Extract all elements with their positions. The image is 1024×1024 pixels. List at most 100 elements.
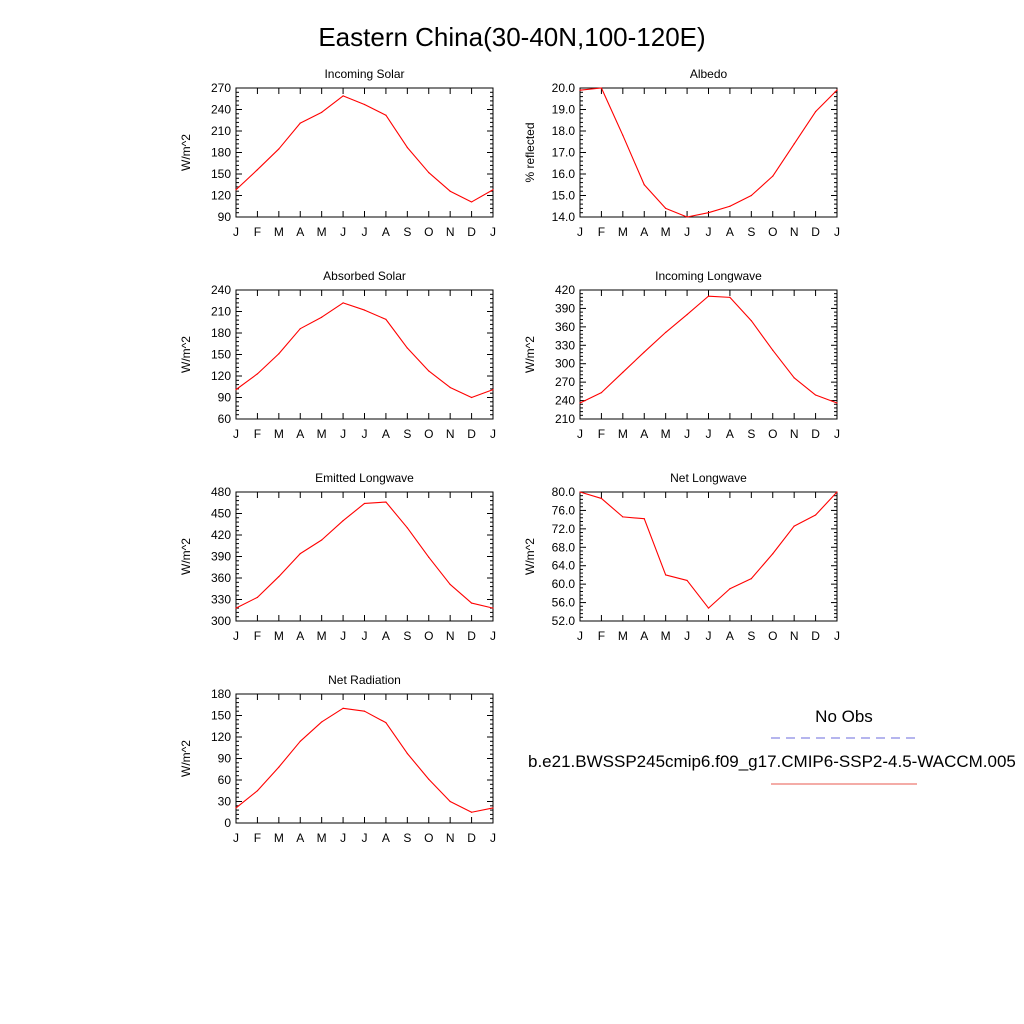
x-tick-label: O <box>424 629 433 643</box>
data-point <box>750 194 752 197</box>
x-tick-label: O <box>424 427 433 441</box>
plot-frame <box>235 491 494 622</box>
y-tick-label: 270 <box>555 375 575 389</box>
data-point <box>342 302 344 304</box>
plot-frame <box>235 289 494 420</box>
data-point <box>686 313 688 316</box>
data-point <box>492 389 494 391</box>
y-tick-label: 330 <box>211 593 231 607</box>
data-point <box>428 171 430 174</box>
series-line <box>235 707 494 813</box>
x-tick-label: A <box>640 427 648 441</box>
y-tick-label: 20.0 <box>552 81 576 95</box>
data-point <box>256 596 259 598</box>
data-point <box>622 134 624 136</box>
x-tick-label: M <box>274 831 284 845</box>
y-tick-label: 210 <box>555 412 575 426</box>
panel-title: Emitted Longwave <box>315 471 414 485</box>
x-tick-label: S <box>747 629 755 643</box>
data-point <box>363 103 366 106</box>
data-point <box>579 491 581 493</box>
x-tick-label: F <box>254 831 261 845</box>
data-point <box>470 201 473 203</box>
data-point <box>363 502 366 505</box>
x-tick-label: S <box>403 831 411 845</box>
x-tick-label: J <box>834 225 840 239</box>
data-point <box>772 553 774 555</box>
y-tick-label: 300 <box>211 614 231 628</box>
x-tick-label: O <box>768 225 777 239</box>
data-point <box>836 402 838 404</box>
data-point <box>836 89 838 91</box>
data-point <box>814 394 817 396</box>
y-tick-label: 60 <box>218 773 232 787</box>
x-tick-label: J <box>340 225 346 239</box>
x-tick-label: M <box>618 629 628 643</box>
data-point <box>235 189 237 191</box>
data-point <box>428 778 430 780</box>
data-point <box>686 579 688 582</box>
data-point <box>793 525 795 527</box>
data-point <box>449 800 451 803</box>
y-tick-label: 180 <box>211 687 231 701</box>
y-tick-label: 210 <box>211 305 231 319</box>
data-point <box>342 95 344 97</box>
data-point <box>321 316 323 318</box>
x-tick-label: F <box>254 427 261 441</box>
plot-frame <box>579 87 838 218</box>
data-point <box>342 520 344 522</box>
x-tick-label: J <box>834 427 840 441</box>
x-tick-label: N <box>790 225 799 239</box>
data-point <box>406 146 408 149</box>
x-tick-label: D <box>467 831 476 845</box>
data-point <box>793 377 795 379</box>
data-point <box>600 497 603 500</box>
data-point <box>665 207 667 209</box>
data-point <box>686 216 688 218</box>
y-tick-label: 60 <box>218 412 232 426</box>
x-tick-label: N <box>446 427 455 441</box>
x-tick-label: M <box>618 427 628 441</box>
y-tick-label: 72.0 <box>552 522 576 536</box>
data-point <box>470 811 473 813</box>
data-point <box>470 396 473 399</box>
x-tick-label: J <box>706 225 712 239</box>
series-line <box>579 491 838 609</box>
x-tick-label: F <box>598 629 605 643</box>
x-tick-label: D <box>467 225 476 239</box>
x-tick-label: J <box>490 831 496 845</box>
y-tick-label: 150 <box>211 709 231 723</box>
data-point <box>385 114 387 116</box>
y-tick-label: 360 <box>555 320 575 334</box>
x-tick-label: J <box>233 831 239 845</box>
data-point <box>772 349 774 351</box>
data-point <box>299 122 301 124</box>
data-point <box>492 189 494 191</box>
x-tick-label: F <box>254 629 261 643</box>
series-line <box>235 95 494 203</box>
chart-panel-5: Emitted Longwave W/m^2 300 330 360 390 420 450 4… <box>179 471 496 643</box>
y-tick-label: 150 <box>211 167 231 181</box>
y-tick-label: 270 <box>211 81 231 95</box>
data-point <box>814 111 817 113</box>
chart-panel-3: Absorbed Solar W/m^2 60 90 120 150 180 210 240 J F… <box>179 269 496 441</box>
data-point <box>750 578 752 580</box>
y-axis-label: W/m^2 <box>179 740 193 777</box>
data-point <box>772 175 774 177</box>
data-point <box>256 169 259 171</box>
chart-panel-2: Albedo % reflected 14.0 15.0 16.0 17.0 18.0 19.… <box>523 67 840 239</box>
y-axis-label: W/m^2 <box>179 336 193 373</box>
y-tick-label: 120 <box>211 730 231 744</box>
x-tick-label: S <box>747 427 755 441</box>
x-tick-label: J <box>577 629 583 643</box>
data-point <box>428 556 430 558</box>
y-tick-label: 52.0 <box>552 614 576 628</box>
panel-title: Net Radiation <box>328 673 401 687</box>
x-tick-label: J <box>362 629 368 643</box>
data-point <box>299 328 301 330</box>
y-tick-label: 76.0 <box>552 503 576 517</box>
x-tick-label: M <box>274 225 284 239</box>
y-tick-label: 390 <box>211 550 231 564</box>
